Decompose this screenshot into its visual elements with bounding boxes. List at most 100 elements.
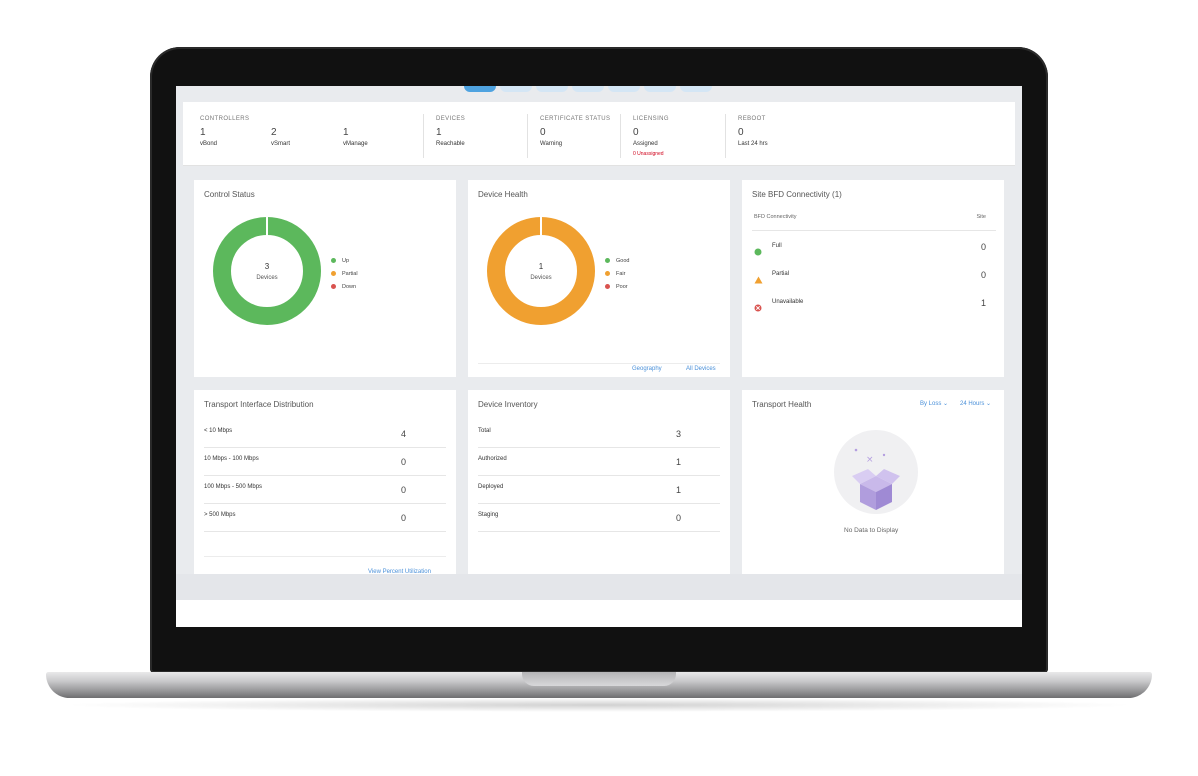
- bfd-row-value: 1: [980, 298, 986, 308]
- licensing-summary[interactable]: LICENSING 0 Assigned 0 Unassigned: [633, 102, 713, 166]
- device-inventory-card: Device Inventory Total 3 Authorized 1 De…: [468, 390, 730, 574]
- bfd-row-value: 0: [980, 242, 986, 252]
- reboot-sub: Last 24 hrs: [738, 141, 768, 147]
- legend-item-fair[interactable]: Fair: [605, 267, 629, 280]
- legend-label: Fair: [616, 270, 626, 277]
- row-value: 0: [401, 485, 407, 495]
- list-item[interactable]: 100 Mbps - 500 Mbps 0: [204, 476, 446, 504]
- row-label: 100 Mbps - 500 Mbps: [204, 484, 263, 490]
- bfd-row-label: Full: [772, 243, 782, 249]
- device-inventory-title: Device Inventory: [478, 400, 538, 409]
- bfd-row-label: Unavailable: [772, 299, 804, 305]
- devices-summary[interactable]: DEVICES 1 Reachable: [436, 102, 526, 166]
- top-tab-pills: [464, 86, 712, 92]
- view-utilization-link[interactable]: View Percent Utilization: [368, 569, 431, 575]
- donut-center-value: 3: [264, 262, 270, 271]
- good-dot-icon: [605, 258, 610, 263]
- list-item[interactable]: Total 3: [478, 420, 720, 448]
- down-dot-icon: [331, 284, 336, 289]
- device-health-donut[interactable]: 1 Devices: [486, 216, 596, 326]
- divider: [752, 230, 996, 231]
- divider: [527, 114, 528, 158]
- list-item[interactable]: 10 Mbps - 100 Mbps 0: [204, 448, 446, 476]
- divider: [423, 114, 424, 158]
- bfd-row-unavailable[interactable]: Unavailable 1: [754, 296, 986, 312]
- bfd-title: Site BFD Connectivity (1): [752, 190, 842, 199]
- legend-item-up[interactable]: Up: [331, 254, 358, 267]
- partial-icon: [754, 271, 763, 289]
- licensing-label: LICENSING: [633, 116, 669, 122]
- tab-pill[interactable]: [464, 86, 496, 92]
- row-label: Staging: [478, 512, 499, 518]
- legend-item-down[interactable]: Down: [331, 280, 358, 293]
- reboot-summary[interactable]: REBOOT 0 Last 24 hrs: [738, 102, 828, 166]
- control-status-legend: Up Partial Down: [331, 254, 358, 293]
- time-range-dropdown[interactable]: 24 Hours ⌄: [960, 400, 991, 407]
- control-status-donut[interactable]: 3 Devices: [212, 216, 322, 326]
- divider: [204, 556, 446, 557]
- list-item[interactable]: Deployed 1: [478, 476, 720, 504]
- row-label: Authorized: [478, 456, 507, 462]
- empty-box-icon: ×: [852, 448, 900, 510]
- donut-center-label: Devices: [256, 275, 278, 281]
- row-label: Deployed: [478, 484, 504, 490]
- list-item[interactable]: Authorized 1: [478, 448, 720, 476]
- bfd-table-header: BFD Connectivity Site: [754, 214, 994, 220]
- transport-health-card: Transport Health By Loss ⌄ 24 Hours ⌄ × …: [742, 390, 1004, 574]
- bfd-row-full[interactable]: Full 0: [754, 240, 986, 256]
- legend-label: Up: [342, 257, 350, 264]
- bfd-row-label: Partial: [772, 271, 790, 277]
- tab-pill[interactable]: [608, 86, 640, 92]
- row-value: 0: [401, 513, 407, 523]
- bfd-row-partial[interactable]: Partial 0: [754, 268, 986, 284]
- bfd-col-connectivity: BFD Connectivity: [754, 214, 797, 220]
- row-label: < 10 Mbps: [204, 428, 233, 434]
- list-item[interactable]: Staging 0: [478, 504, 720, 532]
- device-health-title: Device Health: [478, 190, 528, 199]
- row-value: 3: [676, 429, 682, 439]
- tab-pill[interactable]: [536, 86, 568, 92]
- vsmart-count: 2: [271, 127, 277, 138]
- devices-count: 1: [436, 127, 442, 138]
- certificate-count: 0: [540, 127, 546, 138]
- chevron-down-icon: ⌄: [943, 401, 949, 407]
- certificate-summary[interactable]: CERTIFICATE STATUS 0 Warning: [540, 102, 620, 166]
- licensing-sub: Assigned: [633, 141, 658, 147]
- tab-pill[interactable]: [572, 86, 604, 92]
- devices-label: DEVICES: [436, 116, 466, 122]
- row-value: 0: [676, 513, 682, 523]
- tab-pill[interactable]: [644, 86, 676, 92]
- legend-item-partial[interactable]: Partial: [331, 267, 358, 280]
- tab-pill[interactable]: [500, 86, 532, 92]
- fair-dot-icon: [605, 271, 610, 276]
- vbond-count: 1: [200, 127, 206, 138]
- legend-item-poor[interactable]: Poor: [605, 280, 629, 293]
- by-loss-dropdown[interactable]: By Loss ⌄: [920, 400, 948, 407]
- row-label: Total: [478, 428, 491, 434]
- donut-center-label: Devices: [530, 275, 552, 281]
- donut-center-value: 1: [538, 262, 544, 271]
- vmanage-count: 1: [343, 127, 349, 138]
- vmanage-label: vManage: [343, 141, 368, 147]
- tab-pill[interactable]: [680, 86, 712, 92]
- controllers-summary[interactable]: CONTROLLERS 1 vBond 2 vSmart 1 vManage: [200, 102, 420, 166]
- certificate-label: CERTIFICATE STATUS: [540, 116, 611, 122]
- licensing-count: 0: [633, 127, 639, 138]
- vsmart-label: vSmart: [271, 141, 291, 147]
- list-item[interactable]: > 500 Mbps 0: [204, 504, 446, 532]
- device-health-card: Device Health 1 Devices Good Fair Poo: [468, 180, 730, 377]
- up-dot-icon: [331, 258, 336, 263]
- divider: [725, 114, 726, 158]
- transport-interface-title: Transport Interface Distribution: [204, 400, 314, 409]
- legend-label: Down: [342, 283, 357, 290]
- transport-interface-card: Transport Interface Distribution < 10 Mb…: [194, 390, 456, 575]
- laptop-notch: [522, 672, 676, 686]
- list-item[interactable]: < 10 Mbps 4: [204, 420, 446, 448]
- all-devices-link[interactable]: All Devices: [686, 366, 716, 372]
- legend-item-good[interactable]: Good: [605, 254, 629, 267]
- footer-band: [176, 574, 1022, 602]
- laptop-shadow: [60, 698, 1138, 712]
- geography-link[interactable]: Geography: [632, 366, 662, 372]
- legend-label: Poor: [616, 283, 628, 290]
- by-loss-label: By Loss: [920, 401, 942, 407]
